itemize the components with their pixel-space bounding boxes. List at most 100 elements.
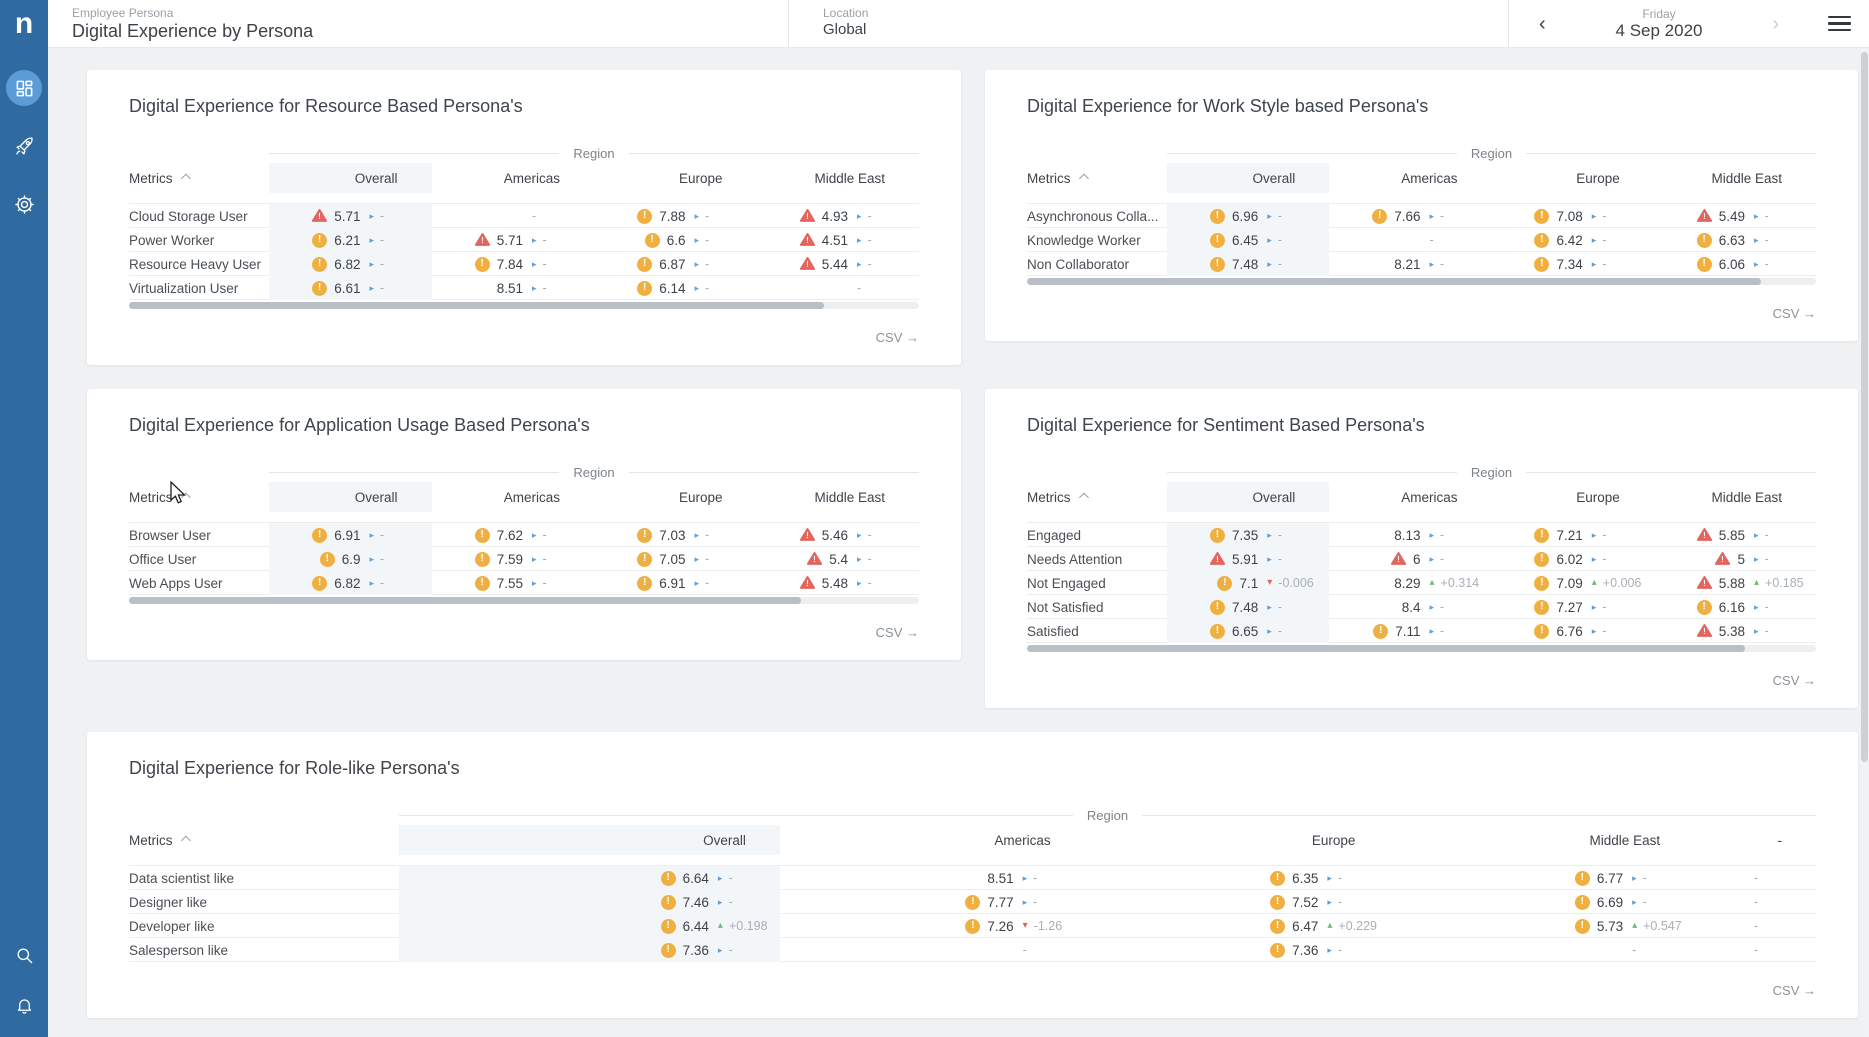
- column-header-americas[interactable]: Americas: [1401, 170, 1458, 186]
- column-header-overall[interactable]: Overall: [1167, 482, 1330, 512]
- column-header-middle-east[interactable]: Middle East: [1711, 489, 1782, 505]
- expand-arrow-icon[interactable]: ▸: [857, 577, 862, 588]
- column-header-[interactable]: -: [1777, 832, 1782, 848]
- expand-arrow-icon[interactable]: ▸: [1429, 601, 1435, 612]
- expand-arrow-icon[interactable]: ▸: [694, 577, 700, 588]
- metrics-sort-header[interactable]: Metrics: [129, 490, 269, 505]
- expand-arrow-icon[interactable]: ▸: [717, 872, 723, 883]
- expand-arrow-icon[interactable]: ▸: [1754, 210, 1759, 221]
- expand-arrow-icon[interactable]: ▸: [369, 258, 375, 269]
- prev-day-button[interactable]: ‹: [1539, 12, 1546, 35]
- column-header-overall[interactable]: Overall: [269, 163, 432, 193]
- csv-export-link[interactable]: CSV →: [875, 330, 919, 345]
- expand-arrow-icon[interactable]: ▸: [1429, 210, 1435, 221]
- horizontal-scrollbar[interactable]: [1027, 645, 1816, 652]
- expand-arrow-icon[interactable]: ▸: [1327, 944, 1332, 955]
- expand-arrow-icon[interactable]: ▸: [694, 258, 700, 269]
- expand-arrow-icon[interactable]: ▸: [1327, 872, 1332, 883]
- metrics-sort-header[interactable]: Metrics: [129, 833, 399, 848]
- expand-arrow-icon[interactable]: ▸: [369, 234, 375, 245]
- expand-arrow-icon[interactable]: ▸: [717, 944, 723, 955]
- expand-arrow-icon[interactable]: ▸: [857, 258, 862, 269]
- expand-arrow-icon[interactable]: ▸: [532, 258, 537, 269]
- expand-arrow-icon[interactable]: ▸: [1591, 210, 1597, 221]
- sidebar-item-search[interactable]: [6, 937, 42, 973]
- column-header-americas[interactable]: Americas: [994, 832, 1051, 848]
- expand-arrow-icon[interactable]: ▸: [1429, 625, 1435, 636]
- expand-arrow-icon[interactable]: ▸: [857, 210, 862, 221]
- expand-arrow-icon[interactable]: ▸: [1267, 625, 1272, 636]
- expand-arrow-icon[interactable]: ▸: [369, 553, 375, 564]
- expand-arrow-icon[interactable]: ▸: [369, 577, 375, 588]
- csv-export-link[interactable]: CSV →: [1772, 306, 1816, 321]
- expand-arrow-icon[interactable]: ▸: [1429, 258, 1435, 269]
- expand-arrow-icon[interactable]: ▸: [1267, 529, 1272, 540]
- sidebar-item-engage[interactable]: [6, 128, 42, 164]
- menu-icon[interactable]: [1827, 12, 1851, 36]
- expand-arrow-icon[interactable]: ▸: [1429, 553, 1435, 564]
- column-header-middle-east[interactable]: Middle East: [1589, 832, 1661, 848]
- expand-arrow-icon[interactable]: ▸: [532, 529, 537, 540]
- horizontal-scrollbar[interactable]: [129, 597, 919, 604]
- column-header-americas[interactable]: Americas: [503, 489, 560, 505]
- expand-arrow-icon[interactable]: ▸: [717, 896, 723, 907]
- expand-arrow-icon[interactable]: ▸: [369, 529, 375, 540]
- column-header-europe[interactable]: Europe: [1576, 170, 1620, 186]
- expand-arrow-icon[interactable]: ▸: [1267, 258, 1272, 269]
- expand-arrow-icon[interactable]: ▸: [1754, 234, 1759, 245]
- sidebar-item-dashboards[interactable]: [6, 70, 42, 106]
- page-vertical-scrollbar[interactable]: [1860, 48, 1869, 1037]
- expand-arrow-icon[interactable]: ▸: [532, 553, 537, 564]
- sidebar-item-settings[interactable]: [6, 186, 42, 222]
- expand-arrow-icon[interactable]: ▸: [532, 234, 537, 245]
- expand-arrow-icon[interactable]: ▸: [857, 234, 862, 245]
- expand-arrow-icon[interactable]: ▸: [1632, 896, 1637, 907]
- expand-arrow-icon[interactable]: ▸: [1632, 872, 1637, 883]
- metrics-sort-header[interactable]: Metrics: [1027, 490, 1167, 505]
- metrics-sort-header[interactable]: Metrics: [129, 171, 269, 186]
- expand-arrow-icon[interactable]: ▸: [694, 210, 700, 221]
- sidebar-item-notifications[interactable]: [6, 987, 42, 1023]
- column-header-overall[interactable]: Overall: [269, 482, 432, 512]
- metrics-sort-header[interactable]: Metrics: [1027, 171, 1167, 186]
- horizontal-scrollbar[interactable]: [129, 302, 919, 309]
- column-header-europe[interactable]: Europe: [1576, 489, 1620, 505]
- expand-arrow-icon[interactable]: ▸: [1754, 258, 1759, 269]
- expand-arrow-icon[interactable]: ▸: [1591, 258, 1597, 269]
- column-header-europe[interactable]: Europe: [1311, 832, 1356, 848]
- expand-arrow-icon[interactable]: ▸: [857, 553, 862, 564]
- expand-arrow-icon[interactable]: ▸: [532, 282, 537, 293]
- expand-arrow-icon[interactable]: ▸: [694, 234, 700, 245]
- expand-arrow-icon[interactable]: ▸: [694, 529, 700, 540]
- column-header-overall[interactable]: Overall: [399, 825, 780, 855]
- expand-arrow-icon[interactable]: ▸: [694, 282, 700, 293]
- column-header-europe[interactable]: Europe: [678, 489, 723, 505]
- csv-export-link[interactable]: CSV →: [875, 625, 919, 640]
- expand-arrow-icon[interactable]: ▸: [532, 577, 537, 588]
- column-header-middle-east[interactable]: Middle East: [814, 489, 885, 505]
- expand-arrow-icon[interactable]: ▸: [1429, 529, 1435, 540]
- expand-arrow-icon[interactable]: ▸: [1591, 625, 1597, 636]
- expand-arrow-icon[interactable]: ▸: [857, 529, 862, 540]
- expand-arrow-icon[interactable]: ▸: [1591, 601, 1597, 612]
- column-header-europe[interactable]: Europe: [678, 170, 723, 186]
- column-header-overall[interactable]: Overall: [1167, 163, 1330, 193]
- expand-arrow-icon[interactable]: ▸: [369, 210, 375, 221]
- next-day-button[interactable]: ›: [1772, 12, 1779, 35]
- expand-arrow-icon[interactable]: ▸: [1267, 210, 1272, 221]
- expand-arrow-icon[interactable]: ▸: [1754, 529, 1759, 540]
- expand-arrow-icon[interactable]: ▸: [1754, 553, 1759, 564]
- expand-arrow-icon[interactable]: ▸: [1591, 553, 1597, 564]
- expand-arrow-icon[interactable]: ▸: [1267, 601, 1272, 612]
- column-header-americas[interactable]: Americas: [1401, 489, 1458, 505]
- expand-arrow-icon[interactable]: ▸: [1267, 234, 1272, 245]
- expand-arrow-icon[interactable]: ▸: [1022, 872, 1028, 883]
- column-header-americas[interactable]: Americas: [503, 170, 560, 186]
- expand-arrow-icon[interactable]: ▸: [1754, 625, 1759, 636]
- expand-arrow-icon[interactable]: ▸: [1327, 896, 1332, 907]
- expand-arrow-icon[interactable]: ▸: [694, 553, 700, 564]
- location-selector[interactable]: Location Global: [789, 0, 1509, 47]
- column-header-middle-east[interactable]: Middle East: [814, 170, 885, 186]
- date-picker[interactable]: Friday 4 Sep 2020: [1616, 7, 1703, 41]
- csv-export-link[interactable]: CSV →: [1772, 983, 1816, 998]
